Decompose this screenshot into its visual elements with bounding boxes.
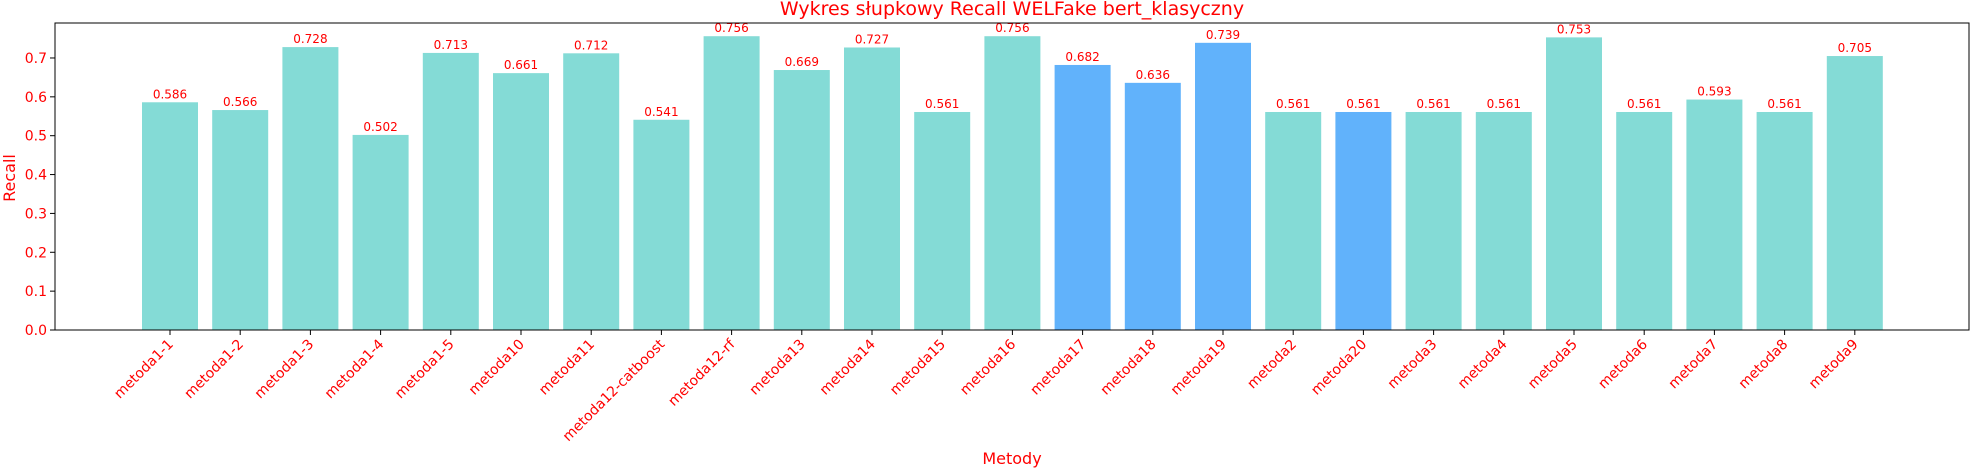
x-tick-label: metoda1-1 (111, 337, 177, 403)
bar-value-label: 0.712 (574, 38, 608, 52)
bar-value-label: 0.727 (855, 32, 889, 46)
bar-metoda20 (1335, 111, 1392, 330)
bar-value-label: 0.561 (1416, 97, 1450, 111)
bar-value-label: 0.561 (1276, 97, 1310, 111)
bar-value-label: 0.561 (1487, 97, 1521, 111)
bar-metoda5 (1546, 37, 1602, 331)
bar-value-label: 0.561 (1767, 97, 1801, 111)
x-tick-label: metoda6 (1595, 336, 1651, 392)
bar-value-label: 0.586 (153, 87, 187, 101)
x-tick-label: metoda18 (1098, 337, 1160, 399)
x-tick-label: metoda17 (1027, 337, 1089, 399)
x-tick-label: metoda2 (1244, 337, 1300, 393)
x-tick-label: metoda1-3 (252, 337, 318, 403)
bar-value-label: 0.661 (504, 58, 538, 72)
bar-value-label: 0.739 (1206, 28, 1240, 42)
bar-value-label: 0.502 (363, 120, 397, 134)
x-tick-label: metoda9 (1806, 337, 1862, 393)
bar-value-label: 0.566 (223, 95, 257, 109)
x-tick-label: metoda5 (1525, 337, 1581, 393)
x-tick-label: metoda14 (817, 336, 879, 398)
x-tick-label: metoda12-rf (665, 336, 739, 410)
bar-value-label: 0.636 (1136, 68, 1170, 82)
bar-metoda18 (1124, 82, 1181, 330)
bar-value-label: 0.669 (785, 55, 819, 69)
y-tick-label: 0.2 (25, 245, 47, 261)
x-tick-label: metoda1-4 (322, 336, 388, 402)
bar-value-label: 0.561 (925, 97, 959, 111)
x-tick-label: metoda20 (1308, 337, 1370, 399)
x-tick-label: metoda3 (1385, 337, 1441, 393)
bar-metoda3 (1405, 111, 1462, 330)
y-tick-label: 0.4 (25, 168, 47, 184)
bar-metoda6 (1616, 111, 1673, 330)
bar-value-label: 0.561 (1627, 97, 1661, 111)
x-tick-label: metoda8 (1736, 337, 1792, 393)
bar-value-label: 0.756 (995, 21, 1029, 35)
bar-metoda1-5 (422, 52, 479, 330)
y-axis-label: Recall (0, 154, 19, 202)
x-tick-label: metoda7 (1666, 337, 1722, 393)
y-tick-label: 0.0 (25, 323, 47, 339)
x-tick-label: metoda1-5 (392, 337, 458, 403)
bars-layer: 0.586 0.566 0.728 0.502 0.713 0.661 0.712 0.541… (142, 21, 1883, 331)
x-axis-label: Metody (982, 449, 1041, 468)
x-tick-label: metoda16 (957, 336, 1019, 398)
x-tick-label: metoda13 (747, 337, 809, 399)
bar-metoda12-rf (703, 36, 760, 331)
x-tick-label: metoda10 (466, 337, 528, 399)
bar-metoda1-2 (212, 110, 269, 331)
y-axis-ticks: 0.0 0.1 0.2 0.3 0.4 0.5 0.6 0.7 (25, 51, 55, 339)
bar-metoda9 (1826, 56, 1883, 330)
bar-metoda12-catboost (633, 119, 690, 330)
bar-value-label: 0.705 (1838, 41, 1872, 55)
y-tick-label: 0.5 (25, 129, 47, 145)
bar-metoda10 (493, 73, 549, 331)
bar-metoda15 (914, 111, 971, 330)
bar-metoda4 (1475, 111, 1532, 330)
bar-value-label: 0.756 (714, 21, 748, 35)
x-axis-ticks: metoda1-1 metoda1-2 metoda1-3 metoda1-4 meto… (111, 330, 1862, 445)
bar-value-label: 0.541 (644, 105, 678, 119)
bar-metoda1-3 (282, 47, 339, 331)
bar-value-label: 0.728 (293, 32, 327, 46)
bar-metoda14 (844, 47, 900, 331)
bar-metoda16 (984, 36, 1041, 331)
x-tick-label: metoda15 (887, 337, 949, 399)
bar-value-label: 0.713 (434, 38, 468, 52)
bar-value-label: 0.753 (1557, 22, 1591, 36)
bar-metoda19 (1195, 42, 1251, 330)
bar-metoda7 (1686, 99, 1743, 330)
y-tick-label: 0.1 (25, 284, 47, 300)
x-tick-label: metoda1-2 (182, 337, 248, 403)
plot-frame (54, 22, 1970, 331)
bar-metoda8 (1756, 111, 1813, 330)
bar-metoda1-4 (352, 134, 409, 330)
y-tick-label: 0.3 (25, 206, 47, 222)
x-tick-label: metoda11 (536, 337, 598, 399)
bar-metoda13 (773, 70, 830, 331)
bar-metoda1-1 (142, 102, 198, 331)
bar-metoda2 (1265, 111, 1322, 330)
bar-metoda17 (1054, 64, 1111, 331)
x-tick-label: metoda19 (1168, 337, 1230, 399)
y-tick-label: 0.7 (25, 51, 47, 67)
bar-value-label: 0.682 (1065, 50, 1099, 64)
x-tick-label: metoda4 (1455, 336, 1511, 392)
bar-value-label: 0.561 (1346, 97, 1380, 111)
bar-value-label: 0.593 (1697, 85, 1731, 99)
chart-title: Wykres słupkowy Recall WELFake bert_klas… (780, 0, 1244, 20)
bar-metoda11 (563, 53, 620, 330)
y-tick-label: 0.6 (25, 90, 47, 106)
